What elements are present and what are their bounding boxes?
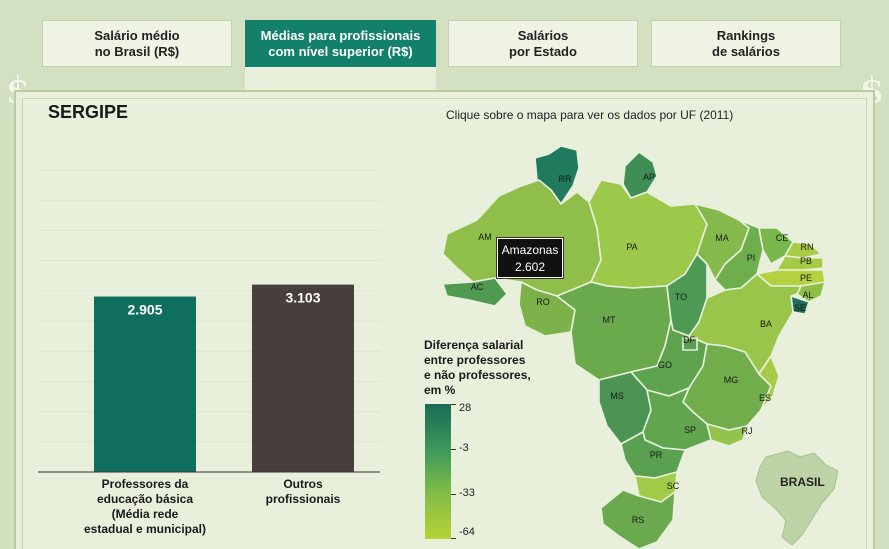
- state-label-es: ES: [759, 393, 771, 403]
- map-caption: Clique sobre o mapa para ver os dados po…: [446, 108, 734, 122]
- tab-salario-medio[interactable]: Salário médio no Brasil (R$): [42, 20, 232, 67]
- state-label-pe: PE: [800, 273, 812, 283]
- x-tick-label: Professores da educação básica (Média rede…: [84, 477, 206, 536]
- inset-brazil-shape: [755, 450, 839, 546]
- state-label-ce: CE: [776, 233, 789, 243]
- inset-brasil-label: BRASIL: [780, 475, 825, 489]
- x-axis-labels: Professores da educação básica (Média rede…: [84, 477, 341, 536]
- bar-value-label: 2.905: [127, 302, 162, 318]
- state-label-ms: MS: [610, 391, 624, 401]
- state-label-rn: RN: [801, 242, 814, 252]
- bar-chart: 2.905 3.103 Professores da educação básica…: [38, 169, 380, 536]
- state-df[interactable]: [682, 337, 698, 351]
- bar-value-label: 3.103: [285, 290, 320, 306]
- state-label-pr: PR: [650, 450, 663, 460]
- active-tab-connector: [245, 66, 436, 90]
- state-es[interactable]: [758, 355, 780, 411]
- tab-nivel-superior[interactable]: Médias para profissionais com nível supe…: [245, 20, 436, 67]
- x-tick-label: Outros profissionais: [266, 477, 341, 506]
- tab-salarios-estado[interactable]: Salários por Estado: [448, 20, 638, 67]
- state-label-rs: RS: [632, 515, 645, 525]
- legend-tick: [451, 494, 456, 495]
- state-label-ap: AP: [643, 172, 655, 182]
- bars: 2.905 3.103: [94, 284, 354, 472]
- state-label-sp: SP: [684, 425, 696, 435]
- state-label-am: AM: [478, 232, 492, 242]
- state-mt[interactable]: [556, 281, 672, 381]
- state-label-go: GO: [658, 360, 672, 370]
- state-label-rr: RR: [559, 174, 572, 184]
- legend-color-scale: [425, 404, 451, 539]
- map-tooltip: Amazonas 2.602: [496, 237, 564, 279]
- state-rn[interactable]: [784, 241, 822, 259]
- state-label-sc: SC: [667, 481, 680, 491]
- state-label-to: TO: [675, 292, 687, 302]
- state-label-df: DF: [683, 335, 695, 345]
- legend-tick: [451, 449, 456, 450]
- state-label-ac: AC: [471, 282, 484, 292]
- state-label-ma: MA: [715, 233, 729, 243]
- bar: [94, 296, 196, 472]
- tooltip-state-name: Amazonas: [501, 243, 559, 257]
- state-label-al: AL: [802, 290, 813, 300]
- state-title: SERGIPE: [48, 102, 129, 122]
- legend-tick: [451, 404, 456, 405]
- brazil-inset-map: [755, 450, 839, 546]
- state-label-se: SE: [794, 303, 806, 313]
- state-ap[interactable]: [622, 151, 658, 199]
- state-label-rj: RJ: [742, 426, 753, 436]
- legend-label-3: -33: [459, 487, 475, 499]
- content-frame-border: [22, 98, 867, 549]
- tooltip-value: 2.602: [514, 260, 546, 274]
- state-label-ba: BA: [760, 319, 772, 329]
- state-rs[interactable]: [600, 489, 676, 549]
- tab-rankings[interactable]: Rankings de salários: [651, 20, 841, 67]
- state-rj[interactable]: [706, 423, 748, 447]
- state-ac[interactable]: [442, 277, 508, 307]
- state-pr[interactable]: [620, 431, 686, 479]
- legend-tick: [451, 538, 456, 539]
- state-label-pa: PA: [626, 242, 637, 252]
- state-label-pb: PB: [800, 256, 812, 266]
- state-label-mt: MT: [603, 315, 616, 325]
- state-label-pi: PI: [747, 253, 756, 263]
- legend-label-max: 28: [459, 402, 472, 414]
- legend-title: Diferença salarial entre professores e n…: [424, 338, 531, 397]
- state-label-mg: MG: [724, 375, 739, 385]
- legend-label-min: -64: [459, 526, 475, 538]
- state-label-ro: RO: [536, 297, 550, 307]
- bar: [252, 284, 354, 472]
- legend-label-2: -3: [459, 442, 469, 454]
